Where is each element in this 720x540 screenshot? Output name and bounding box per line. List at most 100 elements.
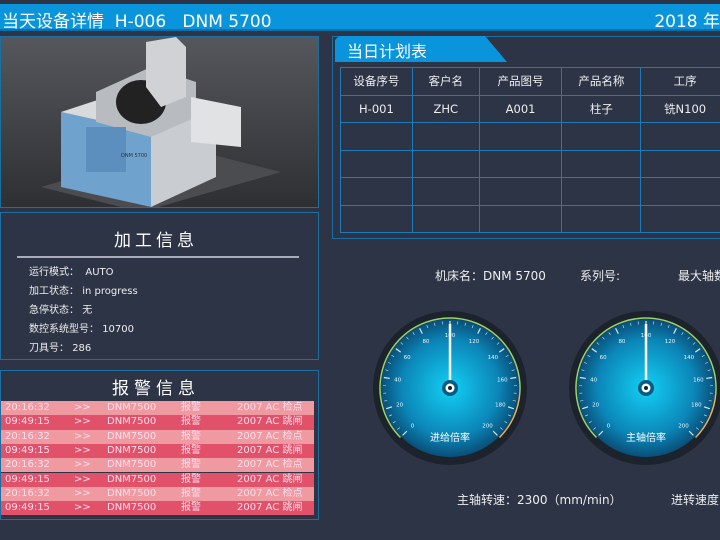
table-cell <box>340 122 413 151</box>
alarm-sep: >> <box>74 402 91 413</box>
machine-image: DNM 5700 <box>0 36 319 208</box>
table-cell <box>640 204 720 233</box>
gauge-tick <box>477 328 481 334</box>
gauge-tick <box>583 362 587 364</box>
gauge-tick-label: 120 <box>469 339 480 345</box>
item-value: AUTO <box>82 267 114 278</box>
gauge-tick <box>504 421 508 424</box>
table-cell <box>411 177 480 206</box>
processing-item: 刀具号： 286 <box>29 339 91 354</box>
processing-item: 运行模式： AUTO <box>29 263 114 278</box>
plan-table: 设备序号 客户名 产品图号 产品名称 工序 H-001 ZHC A001 柱子 铣N100 <box>340 67 720 233</box>
header-bar: 当天设备详情 H-006 DNM 5700 2018 年 <box>0 4 720 32</box>
table-cell <box>478 149 563 178</box>
alarm-code: 2007 AC 检点 <box>237 402 303 413</box>
gauge-tick <box>509 362 513 364</box>
machine-model-label: DNM 5700 <box>121 153 147 159</box>
table-cell: 铣N100 <box>640 94 720 123</box>
table-row <box>340 149 720 178</box>
gauge-tick <box>395 348 402 353</box>
gauge-tick <box>622 325 625 329</box>
gauge-tick <box>507 414 511 417</box>
spindle-speed: 主轴转速：2300（mm/min） <box>457 493 622 507</box>
alarm-row[interactable]: 09:49:15 >> DNM7500 报警 2007 AC 跳闸 <box>1 443 314 459</box>
tab-label: 当日计划表 <box>347 42 428 61</box>
column-header: 客户名 <box>411 67 480 96</box>
gauge-tick <box>700 421 704 424</box>
machine-name: 机床名：DNM 5700 <box>435 269 546 283</box>
gauge-tick-label: 160 <box>693 378 704 384</box>
gauge-tick <box>608 332 611 335</box>
gauge-tick <box>688 430 694 436</box>
gauge-tick <box>660 322 662 326</box>
alarm-panel: 报警信息 20:16:32 >> DNM7500 报警 2007 AC 检点 09:49:… <box>0 370 319 520</box>
gauge-tick <box>692 342 696 345</box>
alarm-title: 报警信息 <box>112 379 200 399</box>
alarm-type: 报警 <box>181 444 201 456</box>
gauge-tick <box>400 342 404 345</box>
gauge-tick <box>512 400 516 402</box>
alarm-sep: >> <box>74 487 91 499</box>
table-cell <box>640 149 720 178</box>
alarm-code: 2007 AC 跳闸 <box>237 444 303 456</box>
gauge-tick-label: 180 <box>495 402 506 408</box>
table-row <box>340 204 720 233</box>
alarm-row[interactable]: 20:16:32 >> DNM7500 报警 2007 AC 检点 <box>1 401 314 416</box>
table-cell: ZHC <box>411 94 480 123</box>
alarm-machine: DNM7500 <box>107 487 157 499</box>
alarm-sep: >> <box>74 502 91 514</box>
column-header: 设备序号 <box>340 67 413 96</box>
alarm-row[interactable]: 20:16:32 >> DNM7500 报警 2007 AC 检点 <box>1 458 314 473</box>
alarm-sep: >> <box>74 416 91 428</box>
processing-item: 数控系统型号： 10700 <box>29 320 134 335</box>
gauge-label: 主轴倍率 <box>626 431 666 444</box>
gauge-arc <box>379 317 521 439</box>
gauge-tick <box>397 427 400 430</box>
alarm-row[interactable]: 20:16:32 >> DNM7500 报警 2007 AC 检点 <box>1 486 314 502</box>
gauge-tick <box>588 421 592 424</box>
gauge-tick <box>667 325 670 329</box>
column-header: 工序 <box>640 67 720 96</box>
gauge-tick-label: 80 <box>422 339 429 345</box>
gauge-tick <box>385 369 389 371</box>
alarm-code: 2007 AC 检点 <box>237 459 303 471</box>
gauge-tick <box>402 430 408 436</box>
gauge-tick <box>703 414 707 417</box>
gauge-tick-label: 120 <box>665 339 676 345</box>
date-label: 2018 年 <box>654 12 720 32</box>
table-cell <box>561 177 642 206</box>
gauge-tick-label: 160 <box>497 378 508 384</box>
alarm-time: 09:49:15 <box>5 416 50 428</box>
tab-daily-plan[interactable]: 当日计划表 <box>335 36 507 62</box>
gauge-tick-label: 20 <box>592 402 599 408</box>
alarm-row[interactable]: 09:49:15 >> DNM7500 报警 2007 AC 跳闸 <box>1 472 314 487</box>
gauge-tick <box>434 322 436 326</box>
alarm-type: 报警 <box>181 502 201 514</box>
gauge-tick <box>705 362 709 364</box>
alarm-sep: >> <box>74 473 91 485</box>
gauge-tick <box>510 376 517 380</box>
gauge-tick-label: 140 <box>488 355 499 361</box>
alarm-machine: DNM7500 <box>107 473 157 485</box>
item-label: 刀具号： <box>29 343 69 354</box>
alarm-row[interactable]: 20:16:32 >> DNM7500 报警 2007 AC 检点 <box>1 429 314 444</box>
gauge-tick <box>708 400 712 402</box>
column-header: 产品名称 <box>561 67 642 96</box>
column-header: 产品图号 <box>478 67 563 96</box>
gauge-tick <box>383 376 390 380</box>
gauge-tick <box>681 332 684 335</box>
table-cell: H-001 <box>340 94 413 123</box>
gauge-tick-label: 0 <box>411 423 415 429</box>
alarm-time: 20:16:32 <box>5 402 50 413</box>
gauge-tick <box>491 336 494 340</box>
table-cell <box>340 177 413 206</box>
alarm-row[interactable]: 09:49:15 >> DNM7500 报警 2007 AC 跳闸 <box>1 501 314 516</box>
alarm-row[interactable]: 09:49:15 >> DNM7500 报警 2007 AC 跳闸 <box>1 415 314 430</box>
gauge-tick <box>412 332 415 335</box>
alarm-sep: >> <box>74 430 91 442</box>
gauge-tick <box>687 336 690 340</box>
table-cell <box>561 204 642 233</box>
gauge-tick <box>426 325 429 329</box>
alarm-machine: DNM7500 <box>107 430 157 442</box>
gauge-tick-label: 40 <box>394 378 401 384</box>
